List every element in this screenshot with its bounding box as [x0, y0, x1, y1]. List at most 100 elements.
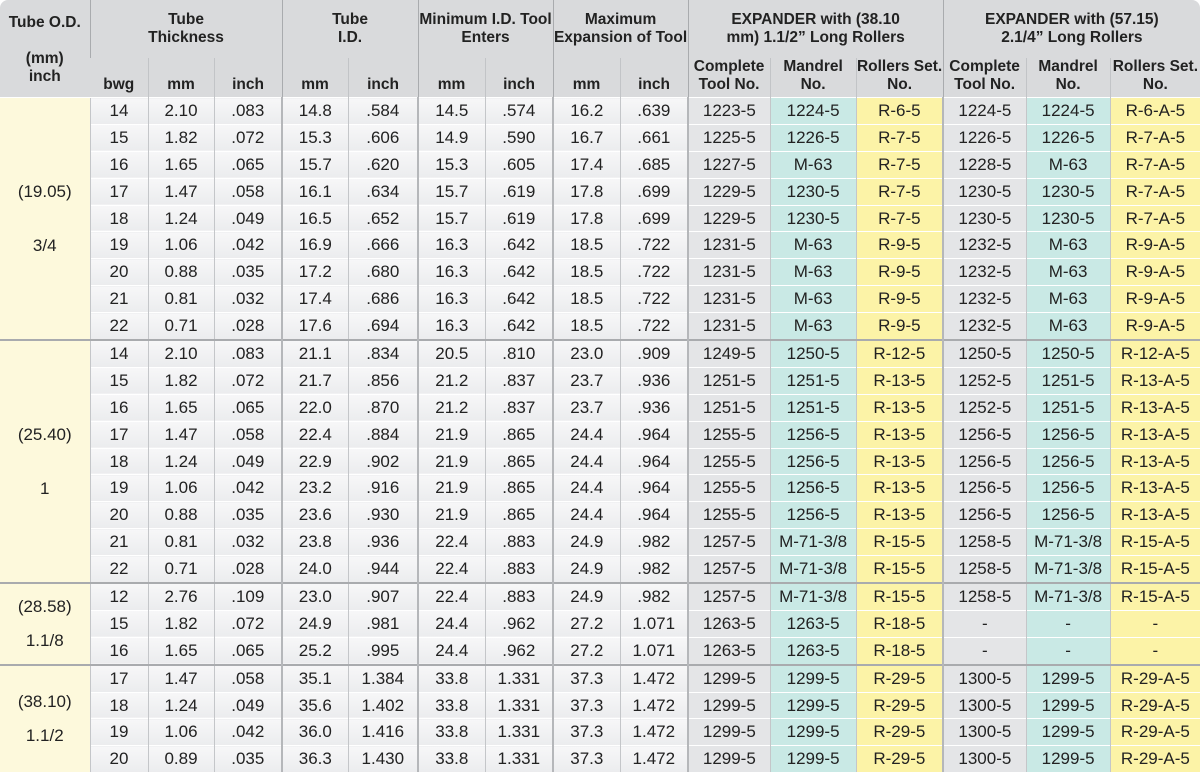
cell-thickness-inch: .083: [214, 98, 282, 125]
cell-thickness-inch: .049: [214, 448, 282, 475]
cell-bwg: 15: [90, 610, 148, 637]
cell-mandrel-1: 1299-5: [770, 719, 856, 746]
cell-max-exp-inch: 1.472: [620, 746, 688, 772]
cell-min-id-inch: .883: [485, 529, 553, 556]
cell-complete-tool-1: 1299-5: [688, 746, 770, 772]
cell-max-exp-inch: .936: [620, 367, 688, 394]
cell-max-exp-inch: .964: [620, 502, 688, 529]
cell-id-mm: 35.6: [282, 692, 348, 719]
cell-thickness-inch: .065: [214, 151, 282, 178]
cell-min-id-mm: 21.9: [418, 421, 485, 448]
cell-thickness-inch: .058: [214, 665, 282, 692]
cell-min-id-mm: 21.9: [418, 502, 485, 529]
cell-min-id-mm: 16.3: [418, 259, 485, 286]
cell-max-exp-inch: .661: [620, 124, 688, 151]
cell-thickness-inch: .109: [214, 583, 282, 610]
cell-min-id-inch: .865: [485, 475, 553, 502]
cell-thickness-inch: .058: [214, 178, 282, 205]
cell-thickness-mm: 2.10: [148, 340, 214, 367]
cell-id-inch: .834: [348, 340, 418, 367]
tube-od-mm: (19.05): [0, 179, 90, 205]
cell-mandrel-2: 1299-5: [1026, 746, 1110, 772]
subheader-complete-tool-no: Complete Tool No.: [688, 58, 770, 98]
tube-od-cell: (38.10)1.1/2: [0, 665, 90, 772]
cell-id-mm: 24.0: [282, 556, 348, 583]
cell-min-id-inch: 1.331: [485, 719, 553, 746]
cell-id-inch: .606: [348, 124, 418, 151]
cell-id-mm: 36.3: [282, 746, 348, 772]
cell-complete-tool-1: 1263-5: [688, 610, 770, 637]
cell-id-inch: 1.416: [348, 719, 418, 746]
cell-mandrel-1: 1251-5: [770, 394, 856, 421]
cell-min-id-inch: 1.331: [485, 665, 553, 692]
cell-rollers-2: R-13-A-5: [1110, 367, 1200, 394]
cell-id-mm: 16.1: [282, 178, 348, 205]
cell-rollers-1: R-7-5: [856, 178, 943, 205]
cell-mandrel-1: 1263-5: [770, 637, 856, 664]
cell-rollers-2: R-15-A-5: [1110, 583, 1200, 610]
cell-complete-tool-1: 1229-5: [688, 205, 770, 232]
cell-mandrel-2: 1299-5: [1026, 719, 1110, 746]
cell-mandrel-2: M-71-3/8: [1026, 583, 1110, 610]
cell-thickness-mm: 2.10: [148, 98, 214, 125]
cell-thickness-mm: 1.47: [148, 178, 214, 205]
cell-bwg: 18: [90, 448, 148, 475]
cell-min-id-inch: .642: [485, 313, 553, 340]
tube-od-inch: 1: [0, 476, 90, 502]
cell-min-id-inch: .883: [485, 556, 553, 583]
cell-mandrel-1: 1256-5: [770, 421, 856, 448]
cell-min-id-mm: 15.7: [418, 205, 485, 232]
cell-bwg: 18: [90, 205, 148, 232]
cell-rollers-1: R-15-5: [856, 529, 943, 556]
cell-thickness-inch: .035: [214, 259, 282, 286]
cell-bwg: 14: [90, 98, 148, 125]
cell-bwg: 19: [90, 719, 148, 746]
cell-min-id-inch: .642: [485, 259, 553, 286]
cell-mandrel-2: 1256-5: [1026, 421, 1110, 448]
cell-thickness-mm: 0.71: [148, 556, 214, 583]
cell-max-exp-inch: .964: [620, 448, 688, 475]
cell-thickness-inch: .035: [214, 502, 282, 529]
cell-complete-tool-2: 1232-5: [943, 232, 1026, 259]
cell-mandrel-1: 1256-5: [770, 475, 856, 502]
cell-bwg: 22: [90, 556, 148, 583]
cell-complete-tool-2: 1300-5: [943, 719, 1026, 746]
cell-id-mm: 15.3: [282, 124, 348, 151]
cell-min-id-inch: .837: [485, 394, 553, 421]
cell-mandrel-1: M-63: [770, 313, 856, 340]
subheader-mandrel-no: Mandrel No.: [770, 58, 856, 98]
cell-rollers-2: R-13-A-5: [1110, 421, 1200, 448]
cell-thickness-mm: 1.24: [148, 692, 214, 719]
tube-od-inch: 3/4: [0, 233, 90, 259]
cell-rollers-1: R-13-5: [856, 394, 943, 421]
cell-max-exp-mm: 18.5: [553, 232, 620, 259]
cell-mandrel-1: M-71-3/8: [770, 583, 856, 610]
cell-id-mm: 21.7: [282, 367, 348, 394]
cell-min-id-mm: 16.3: [418, 286, 485, 313]
cell-min-id-mm: 33.8: [418, 692, 485, 719]
cell-mandrel-2: 1299-5: [1026, 692, 1110, 719]
cell-id-mm: 16.9: [282, 232, 348, 259]
cell-thickness-inch: .032: [214, 286, 282, 313]
cell-id-mm: 25.2: [282, 637, 348, 664]
cell-min-id-inch: .810: [485, 340, 553, 367]
cell-mandrel-1: 1299-5: [770, 665, 856, 692]
cell-min-id-mm: 14.9: [418, 124, 485, 151]
cell-mandrel-2: 1299-5: [1026, 665, 1110, 692]
cell-bwg: 18: [90, 692, 148, 719]
cell-bwg: 17: [90, 178, 148, 205]
cell-id-inch: .652: [348, 205, 418, 232]
cell-thickness-inch: .035: [214, 746, 282, 772]
